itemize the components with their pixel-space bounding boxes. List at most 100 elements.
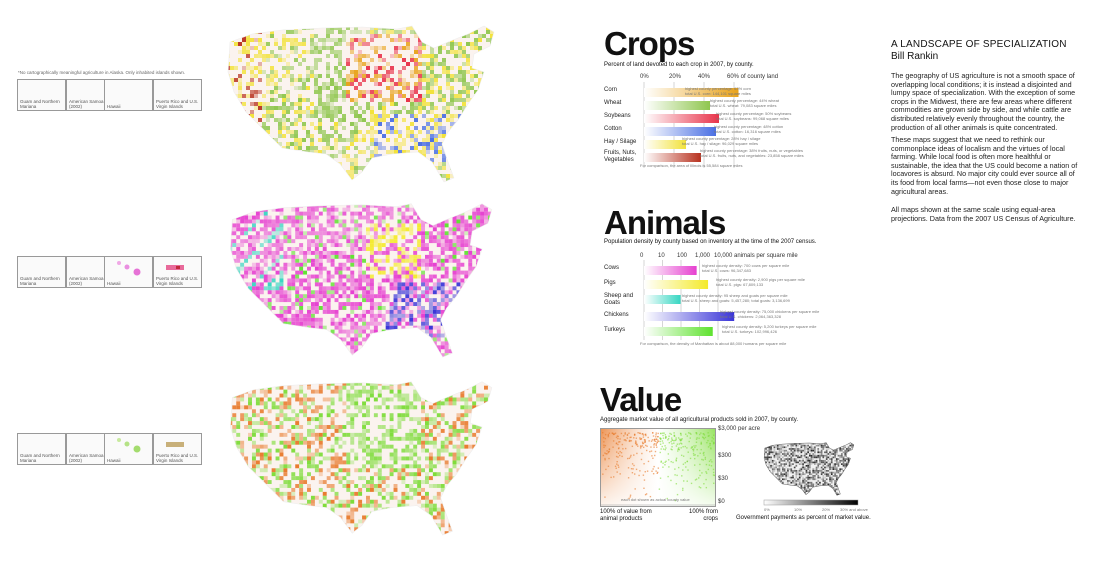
value-dot bbox=[655, 438, 658, 440]
crops-subtitle: Percent of land devoted to each crop in … bbox=[604, 62, 754, 68]
animals-map bbox=[222, 190, 512, 365]
value-dot bbox=[659, 443, 662, 445]
value-dot bbox=[654, 454, 656, 457]
value-dot bbox=[675, 445, 678, 447]
value-dot bbox=[712, 434, 715, 436]
value-dot bbox=[647, 436, 649, 439]
value-dot bbox=[686, 435, 688, 437]
value-dot bbox=[690, 447, 693, 449]
value-dot bbox=[655, 436, 657, 438]
value-dot bbox=[700, 448, 702, 451]
crops-footnote: For comparison, the area of Illinois is … bbox=[640, 163, 743, 168]
value-dot bbox=[617, 435, 619, 438]
value-dot bbox=[659, 438, 662, 441]
value-dot bbox=[697, 455, 699, 457]
value-dot bbox=[624, 439, 627, 441]
value-dot bbox=[607, 434, 610, 436]
value-dot bbox=[608, 448, 611, 450]
value-dot bbox=[612, 446, 614, 448]
value-dot bbox=[644, 441, 646, 443]
value-dot bbox=[709, 444, 711, 447]
value-dot bbox=[695, 433, 698, 435]
crop-note-fruits: highest county percentage: 38% fruits, n… bbox=[700, 148, 804, 158]
value-dot bbox=[701, 436, 704, 438]
value-dot bbox=[680, 439, 683, 441]
value-dot bbox=[626, 434, 629, 437]
value-dot bbox=[615, 436, 618, 439]
value-dot bbox=[617, 437, 619, 440]
value-dot bbox=[695, 478, 698, 480]
value-dot bbox=[685, 433, 687, 435]
value-dot bbox=[662, 466, 664, 468]
value-dot bbox=[675, 439, 677, 441]
value-dot bbox=[673, 432, 675, 434]
value-dot bbox=[661, 445, 663, 448]
value-dot bbox=[670, 433, 672, 435]
value-dot bbox=[683, 480, 685, 482]
value-dot bbox=[629, 496, 632, 498]
value-dot bbox=[700, 432, 702, 434]
inset-hawaii: Hawaii bbox=[104, 256, 153, 288]
value-dot bbox=[619, 438, 621, 440]
value-dot bbox=[630, 468, 633, 470]
value-dot bbox=[699, 452, 701, 454]
value-dot bbox=[694, 446, 696, 449]
value-dot bbox=[703, 454, 705, 456]
animal-bar-turkeys bbox=[644, 327, 713, 336]
animals-tick: 10 bbox=[658, 253, 665, 259]
value-dot bbox=[604, 452, 606, 454]
animal-note-chickens: highest county density: 75,000 chickens … bbox=[720, 309, 820, 319]
value-dot bbox=[605, 453, 607, 455]
value-dot bbox=[629, 456, 632, 458]
value-dot bbox=[662, 437, 665, 439]
value-dot bbox=[680, 447, 682, 449]
value-dot bbox=[652, 468, 654, 470]
value-dot bbox=[645, 434, 647, 437]
value-dot bbox=[689, 437, 691, 439]
value-dot bbox=[645, 493, 648, 495]
value-dot bbox=[662, 434, 664, 437]
us-outline bbox=[230, 203, 493, 358]
value-dot bbox=[701, 472, 703, 474]
value-dot bbox=[688, 440, 690, 443]
value-dot bbox=[628, 440, 631, 443]
value-dot bbox=[618, 441, 620, 443]
value-dot bbox=[625, 439, 627, 442]
value-dot bbox=[613, 476, 615, 478]
value-dot bbox=[710, 459, 712, 461]
value-dot bbox=[654, 440, 657, 443]
value-dot bbox=[644, 471, 646, 473]
inset-label: Puerto Rico and U.S. Virgin Islands bbox=[156, 453, 199, 463]
value-dot bbox=[605, 468, 607, 471]
value-dot bbox=[635, 437, 638, 439]
value-dot bbox=[705, 478, 707, 481]
value-dot bbox=[638, 474, 640, 477]
value-dot bbox=[694, 457, 696, 460]
inset-guam: Guam and Northern Mariana bbox=[17, 433, 66, 465]
value-dot bbox=[652, 435, 655, 437]
value-dot bbox=[656, 446, 658, 448]
inset-label: Guam and Northern Mariana bbox=[20, 99, 60, 109]
inset-label: Guam and Northern Mariana bbox=[20, 276, 60, 286]
value-dot bbox=[667, 439, 669, 441]
value-dot bbox=[621, 443, 624, 446]
value-dot bbox=[608, 432, 611, 434]
value-dot bbox=[658, 488, 661, 490]
value-dot bbox=[639, 445, 642, 447]
value-dot bbox=[602, 473, 604, 475]
crops-chart: 0% 20% 40% 60% of county land Corn Wheat… bbox=[604, 72, 854, 184]
inset-label: Guam and Northern Mariana bbox=[20, 453, 60, 463]
value-dot bbox=[606, 450, 608, 452]
value-dot bbox=[657, 432, 659, 435]
value-dot bbox=[712, 441, 715, 444]
value-dot bbox=[671, 443, 673, 445]
value-subtitle: Aggregate market value of all agricultur… bbox=[600, 417, 798, 423]
value-dot bbox=[676, 493, 679, 496]
value-dot bbox=[664, 461, 666, 463]
gov-legend-tick: 0% bbox=[764, 507, 770, 512]
value-scatter: each dot shown as actual county value bbox=[600, 428, 716, 507]
inset-guam: Guam and Northern Mariana bbox=[17, 79, 66, 111]
value-dot bbox=[689, 432, 691, 435]
crops-tick: 60% of county land bbox=[727, 74, 779, 80]
value-dot bbox=[639, 447, 642, 449]
